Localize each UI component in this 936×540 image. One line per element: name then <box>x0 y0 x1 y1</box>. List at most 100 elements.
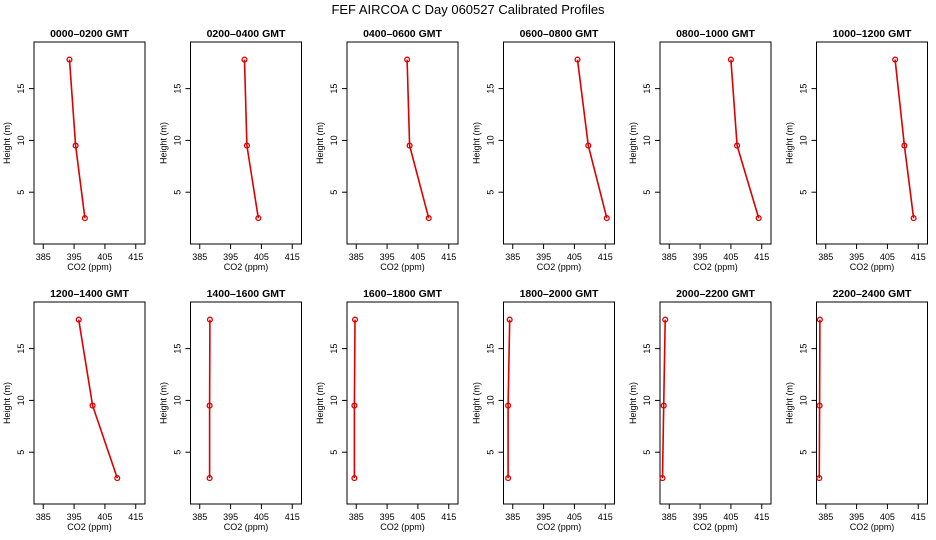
x-tick-label: 415 <box>128 252 143 262</box>
x-axis-label: CO2 (ppm) <box>380 262 425 272</box>
x-tick-label: 415 <box>441 512 456 522</box>
y-tick-label: 5 <box>486 450 496 455</box>
x-tick-label: 405 <box>410 252 425 262</box>
panel-3: 0400–0600 GMT 385 395 405 415 5 10 15 CO2 (ppm) H… <box>315 28 459 272</box>
y-tick-label: 15 <box>642 344 652 354</box>
panel-title: 1200–1400 GMT <box>50 288 129 300</box>
x-tick-label: 395 <box>223 252 238 262</box>
y-tick-label: 5 <box>16 450 26 455</box>
panel-title: 0800–1000 GMT <box>676 28 755 40</box>
data-point <box>659 475 666 482</box>
y-tick-label: 15 <box>173 344 183 354</box>
y-tick-label: 5 <box>799 450 809 455</box>
profile-line <box>68 59 86 219</box>
x-tick-label: 385 <box>662 512 677 522</box>
profile-line <box>894 59 915 219</box>
x-tick-label: 415 <box>598 512 613 522</box>
x-tick-label: 405 <box>880 252 895 262</box>
data-point <box>351 475 358 482</box>
x-tick-label: 415 <box>754 252 769 262</box>
y-tick-label: 5 <box>173 190 183 195</box>
y-axis-label: Height (m) <box>785 122 795 164</box>
y-tick-label: 15 <box>173 84 183 94</box>
x-tick-label: 395 <box>849 512 864 522</box>
y-tick-label: 10 <box>642 395 652 405</box>
panel-1: 0000–0200 GMT 385 395 405 415 5 10 15 CO2 (ppm) H… <box>2 28 146 272</box>
data-point <box>406 142 413 149</box>
data-point <box>734 142 741 149</box>
x-tick-label: 405 <box>97 252 112 262</box>
data-point <box>66 56 73 63</box>
y-axis-label: Height (m) <box>472 122 482 164</box>
data-point <box>727 56 734 63</box>
x-tick-label: 385 <box>36 252 51 262</box>
profile-line <box>576 59 608 219</box>
y-tick-label: 15 <box>642 84 652 94</box>
data-point <box>506 316 513 323</box>
x-tick-label: 415 <box>598 252 613 262</box>
panel-title: 1800–2000 GMT <box>520 288 599 300</box>
data-point <box>206 475 213 482</box>
y-tick-label: 10 <box>486 135 496 145</box>
data-point <box>206 402 213 409</box>
y-tick-label: 15 <box>329 344 339 354</box>
y-tick-label: 5 <box>642 190 652 195</box>
y-tick-label: 5 <box>16 190 26 195</box>
panel-9: 1600–1800 GMT 385 395 405 415 5 10 15 CO2 (ppm) H… <box>315 288 459 532</box>
panel-title: 0200–0400 GMT <box>207 28 286 40</box>
data-point <box>75 316 82 323</box>
x-tick-label: 405 <box>97 512 112 522</box>
y-tick-label: 15 <box>486 84 496 94</box>
x-tick-label: 405 <box>723 512 738 522</box>
y-tick-label: 15 <box>329 84 339 94</box>
data-point <box>72 142 79 149</box>
plot-frame <box>816 41 928 245</box>
data-point <box>241 56 248 63</box>
y-tick-label: 10 <box>799 135 809 145</box>
x-tick-label: 385 <box>662 252 677 262</box>
y-tick-label: 15 <box>16 84 26 94</box>
profile-line <box>243 59 260 219</box>
x-tick-label: 385 <box>36 512 51 522</box>
y-tick-label: 10 <box>486 395 496 405</box>
data-point <box>351 316 359 323</box>
plot-frame <box>346 41 459 245</box>
plot-frame <box>659 41 772 245</box>
y-tick-label: 5 <box>642 450 652 455</box>
panel-title: 0600–0800 GMT <box>520 28 599 40</box>
x-tick-label: 385 <box>192 512 207 522</box>
data-point <box>910 215 917 222</box>
data-point <box>603 215 610 222</box>
x-tick-label: 405 <box>567 512 582 522</box>
data-point <box>662 316 669 323</box>
plot-frame <box>503 41 615 245</box>
plot-frame <box>33 301 146 505</box>
data-point <box>505 402 512 409</box>
data-point <box>505 475 512 482</box>
x-tick-label: 395 <box>536 252 551 262</box>
y-tick-label: 10 <box>173 135 183 145</box>
x-tick-label: 385 <box>192 252 207 262</box>
panel-10: 1800–2000 GMT 385 395 405 415 5 10 15 CO2 (ppm) H… <box>472 288 615 532</box>
data-point <box>816 316 823 323</box>
x-tick-label: 385 <box>505 252 520 262</box>
profile-line <box>818 319 821 479</box>
data-point <box>901 142 908 149</box>
y-tick-label: 10 <box>329 135 339 145</box>
y-axis-label: Height (m) <box>2 122 12 164</box>
x-tick-label: 415 <box>128 512 143 522</box>
profile-line <box>661 319 666 479</box>
y-axis-label: Height (m) <box>159 382 169 424</box>
plot-frame <box>503 301 615 505</box>
x-axis-label: CO2 (ppm) <box>224 262 269 272</box>
panel-5: 0800–1000 GMT 385 395 405 415 5 10 15 CO2 (ppm) H… <box>628 28 772 272</box>
y-tick-label: 10 <box>329 395 339 405</box>
data-point <box>89 402 96 409</box>
panel-4: 0600–0800 GMT 385 395 405 415 5 10 15 CO2 (ppm) H… <box>472 28 615 272</box>
x-tick-label: 405 <box>880 512 895 522</box>
data-point <box>816 402 823 409</box>
x-tick-label: 395 <box>693 252 708 262</box>
x-tick-label: 405 <box>254 252 269 262</box>
panel-12: 2200–2400 GMT 385 395 405 415 5 10 15 CO2 (ppm) H… <box>785 288 928 532</box>
y-axis-label: Height (m) <box>472 382 482 424</box>
